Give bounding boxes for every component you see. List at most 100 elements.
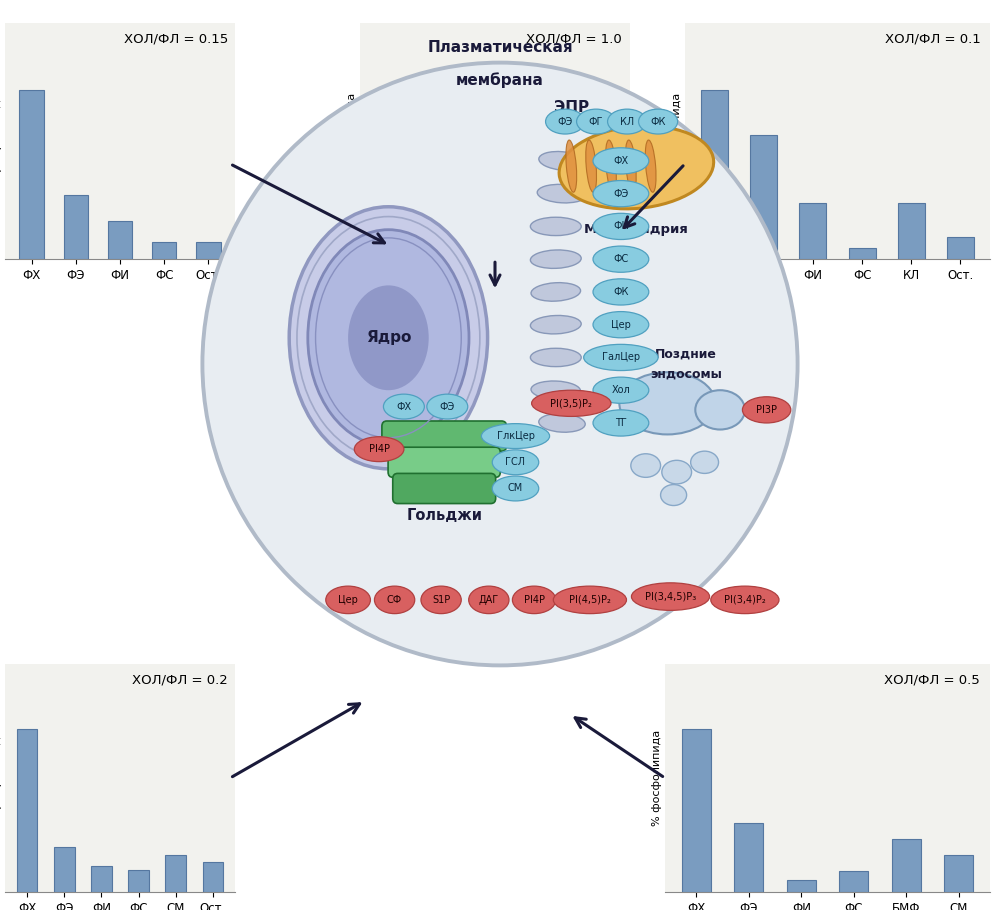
Text: ФЭ: ФЭ (557, 116, 573, 126)
Text: PI(3,4,5)P₃: PI(3,4,5)P₃ (645, 592, 696, 602)
Text: ХОЛ/ФЛ = 0.2: ХОЛ/ФЛ = 0.2 (132, 673, 228, 686)
Ellipse shape (631, 582, 710, 611)
Text: Гольджи: Гольджи (406, 508, 482, 523)
Ellipse shape (530, 217, 581, 236)
Text: ФХ: ФХ (396, 401, 411, 411)
Bar (461, 229, 485, 259)
Bar (196, 242, 221, 259)
Ellipse shape (427, 394, 468, 419)
Text: PI4P: PI4P (524, 595, 545, 605)
Ellipse shape (606, 140, 616, 192)
Ellipse shape (539, 151, 585, 170)
Text: Цер: Цер (611, 319, 631, 329)
Ellipse shape (348, 286, 429, 390)
Y-axis label: % фосфолипида: % фосфолипида (0, 730, 2, 826)
Ellipse shape (662, 460, 692, 484)
Ellipse shape (593, 180, 649, 207)
Text: ФК: ФК (613, 287, 629, 297)
Ellipse shape (645, 140, 656, 192)
Y-axis label: % фосфолипида: % фосфолипида (347, 93, 357, 189)
Ellipse shape (481, 424, 550, 449)
Bar (548, 162, 572, 259)
Bar (505, 208, 529, 259)
Bar (892, 839, 921, 892)
Text: ФК: ФК (650, 116, 666, 126)
Ellipse shape (593, 246, 649, 272)
Text: ХОЛ/ФЛ = 1.0: ХОЛ/ФЛ = 1.0 (526, 32, 622, 46)
Bar (165, 854, 186, 892)
Bar (898, 203, 925, 259)
Ellipse shape (546, 109, 585, 134)
Text: Митохондрия: Митохондрия (584, 223, 689, 236)
Text: ФГ: ФГ (589, 116, 603, 126)
FancyBboxPatch shape (393, 473, 496, 503)
Bar (592, 247, 616, 259)
Ellipse shape (566, 140, 577, 192)
Bar (947, 237, 974, 259)
Ellipse shape (593, 147, 649, 174)
Bar (418, 154, 442, 259)
Y-axis label: % фосфолипида: % фосфолипида (0, 93, 2, 189)
Ellipse shape (593, 311, 649, 338)
Bar (91, 866, 112, 892)
Ellipse shape (559, 126, 714, 209)
Text: СФ: СФ (387, 595, 402, 605)
Text: ФИ: ФИ (613, 221, 629, 231)
Ellipse shape (608, 109, 647, 134)
Text: Хол: Хол (612, 385, 630, 395)
Text: ДАГ: ДАГ (479, 595, 499, 605)
Ellipse shape (202, 63, 798, 665)
Ellipse shape (374, 586, 415, 613)
Ellipse shape (553, 586, 626, 613)
FancyBboxPatch shape (382, 421, 507, 451)
Bar (19, 90, 44, 259)
Text: мембрана: мембрана (456, 73, 544, 88)
Ellipse shape (691, 451, 719, 473)
Bar (128, 870, 149, 892)
Ellipse shape (631, 454, 661, 478)
Ellipse shape (531, 283, 581, 301)
Ellipse shape (530, 316, 581, 334)
Text: ФХ: ФХ (613, 156, 628, 166)
Text: PI3P: PI3P (756, 405, 777, 415)
Text: S1P: S1P (432, 595, 450, 605)
Ellipse shape (492, 476, 539, 500)
Bar (374, 90, 398, 259)
Ellipse shape (639, 109, 678, 134)
Ellipse shape (593, 410, 649, 436)
Text: PI(3,5)P₂: PI(3,5)P₂ (550, 399, 592, 409)
Text: ГалЦер: ГалЦер (602, 352, 640, 362)
Ellipse shape (469, 586, 509, 613)
Bar (108, 221, 132, 259)
Text: СМ: СМ (508, 483, 523, 493)
Ellipse shape (512, 586, 556, 613)
Ellipse shape (421, 586, 461, 613)
Ellipse shape (584, 344, 658, 370)
Bar (734, 823, 763, 892)
Bar (203, 863, 223, 892)
Bar (152, 242, 176, 259)
Text: ТГ: ТГ (615, 418, 627, 428)
Ellipse shape (695, 390, 745, 430)
Ellipse shape (530, 250, 581, 268)
Y-axis label: % фосфолипида: % фосфолипида (672, 93, 682, 189)
Ellipse shape (577, 109, 616, 134)
Bar (54, 847, 75, 892)
Text: ХОЛ/ФЛ = 0.5: ХОЛ/ФЛ = 0.5 (885, 673, 980, 686)
FancyBboxPatch shape (388, 447, 500, 478)
Text: ФЭ: ФЭ (613, 188, 629, 198)
Ellipse shape (532, 390, 611, 417)
Ellipse shape (625, 140, 636, 192)
Bar (839, 872, 868, 892)
Text: ГлкЦер: ГлкЦер (496, 431, 534, 441)
Ellipse shape (354, 437, 404, 461)
Bar (944, 855, 973, 892)
Text: ГСЛ: ГСЛ (506, 458, 526, 467)
Bar (701, 90, 728, 259)
Text: Цер: Цер (338, 595, 358, 605)
Ellipse shape (742, 397, 791, 423)
Ellipse shape (586, 140, 597, 192)
Text: ФС: ФС (613, 254, 629, 264)
Text: Ядро: Ядро (366, 330, 411, 345)
Text: PI(3,4)P₂: PI(3,4)P₂ (724, 595, 766, 605)
